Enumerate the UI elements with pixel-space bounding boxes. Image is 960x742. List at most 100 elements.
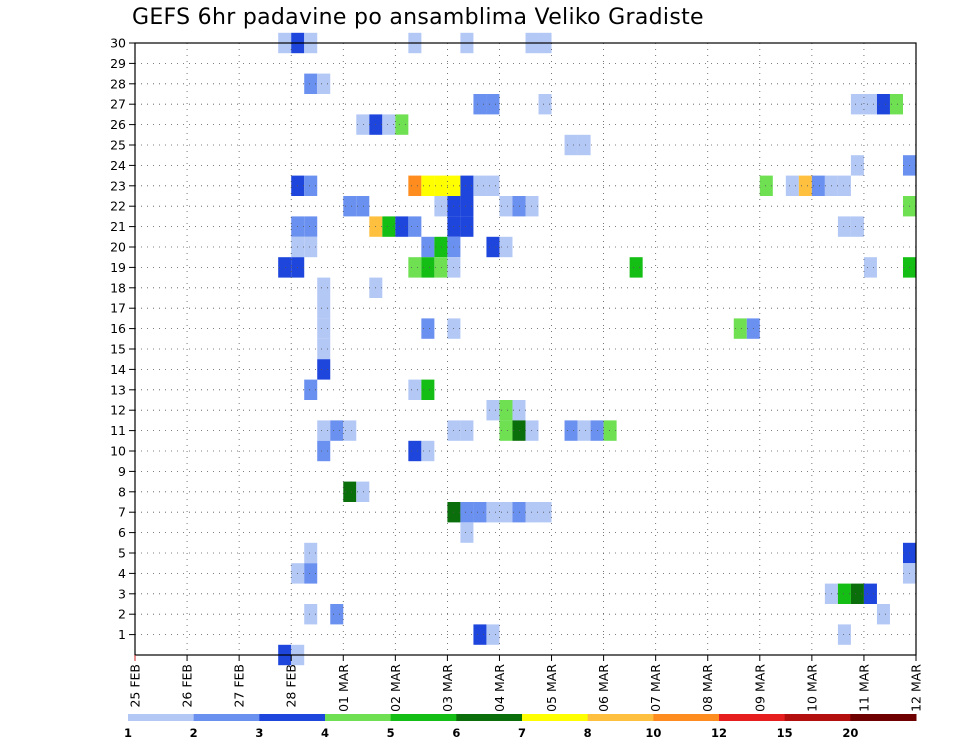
legend-swatch (850, 714, 917, 721)
x-tick-label: 02 MAR (388, 664, 403, 712)
precip-cell (473, 175, 487, 196)
x-tick-label: 04 MAR (492, 664, 507, 712)
precip-cell (304, 379, 318, 400)
precip-cell (603, 420, 617, 441)
precip-cell (304, 604, 318, 625)
precip-cell (317, 359, 331, 380)
legend-label: 5 (387, 726, 395, 740)
precip-cell (473, 94, 487, 115)
precip-cell (499, 400, 513, 421)
precip-cell (486, 624, 500, 645)
precip-cell (421, 236, 435, 258)
precip-cell (460, 196, 474, 217)
x-tick-label: 03 MAR (440, 664, 455, 712)
precip-cell (434, 175, 448, 196)
precip-cell (421, 440, 435, 462)
precip-cell (278, 257, 292, 278)
precip-cell (304, 236, 318, 258)
precip-cell (837, 624, 851, 645)
precip-cell (850, 155, 864, 176)
precip-cell (343, 196, 357, 217)
precip-cell (837, 216, 851, 237)
y-tick-label: 8 (118, 484, 126, 499)
x-axis-ticks: 25 FEB 26 FEB 27 FEB 28 FEB 01 MAR 02 MAR 03 M… (128, 655, 924, 712)
y-tick-label: 2 (118, 607, 126, 622)
precip-cell (876, 94, 890, 115)
y-tick-label: 20 (110, 240, 126, 255)
precip-cell (863, 94, 877, 115)
precip-cell (577, 134, 591, 156)
precip-cell (564, 420, 578, 441)
precip-cell (317, 420, 331, 441)
precip-cell (317, 440, 331, 462)
precip-cell (486, 502, 500, 523)
precip-cell (304, 216, 318, 237)
y-tick-label: 3 (118, 586, 126, 601)
precip-cell (512, 502, 526, 523)
precip-cell (395, 114, 409, 135)
precip-cell (330, 420, 344, 441)
precip-cell (304, 73, 318, 94)
precip-cell (499, 502, 513, 523)
precip-cell (629, 257, 643, 278)
precip-cell (798, 175, 812, 196)
y-tick-label: 16 (110, 321, 126, 336)
precip-cell (408, 257, 422, 278)
precip-cell (499, 236, 513, 258)
y-tick-label: 11 (110, 423, 126, 438)
precip-cell (421, 379, 435, 400)
precip-cell (486, 236, 500, 258)
legend-swatch (719, 714, 786, 721)
x-tick-label: 08 MAR (700, 664, 715, 712)
precip-cell (421, 175, 435, 196)
precip-cell (408, 379, 422, 400)
legend-label: 4 (321, 726, 329, 740)
legend-label: 7 (518, 726, 526, 740)
y-tick-label: 27 (110, 97, 126, 112)
y-tick-label: 17 (110, 301, 126, 316)
precip-cell (733, 318, 747, 339)
precip-cell (525, 502, 539, 523)
y-tick-label: 18 (110, 280, 126, 295)
x-tick-label: 27 FEB (232, 664, 247, 708)
legend-swatch (587, 714, 654, 721)
precip-cell (863, 583, 877, 604)
precip-cell (434, 257, 448, 278)
legend-swatch (259, 714, 326, 721)
precip-cell (486, 94, 500, 115)
legend-swatch (193, 714, 260, 721)
precip-cell (564, 134, 578, 156)
y-tick-label: 15 (110, 342, 126, 357)
precip-cell (434, 196, 448, 217)
precip-cell (837, 175, 851, 196)
precip-cell (850, 94, 864, 115)
precip-cell (460, 522, 474, 543)
x-tick-label: 26 FEB (180, 664, 195, 708)
legend-label: 10 (645, 726, 661, 740)
x-tick-label: 05 MAR (544, 664, 559, 712)
precip-cell (512, 196, 526, 217)
y-tick-label: 7 (118, 505, 126, 520)
x-tick-label: 01 MAR (336, 664, 351, 712)
y-tick-label: 9 (118, 464, 126, 479)
precip-cell (317, 73, 331, 94)
y-tick-label: 14 (110, 362, 126, 377)
precip-cell (356, 196, 370, 217)
precip-cell (408, 440, 422, 462)
y-tick-label: 4 (118, 566, 126, 581)
y-tick-label: 28 (110, 76, 126, 91)
precip-cell (304, 563, 318, 584)
precip-cell (382, 216, 396, 237)
legend-label: 20 (842, 726, 858, 740)
x-tick-label: 07 MAR (648, 664, 663, 712)
precip-cell (382, 114, 396, 135)
precip-cell (330, 604, 344, 625)
precip-cell (512, 420, 526, 441)
precip-cell (304, 542, 318, 564)
precip-cell (538, 94, 552, 115)
precip-cell (837, 583, 851, 604)
y-tick-label: 30 (110, 36, 126, 51)
precip-cell (421, 257, 435, 278)
legend-swatch (653, 714, 720, 721)
precip-cell (408, 216, 422, 237)
